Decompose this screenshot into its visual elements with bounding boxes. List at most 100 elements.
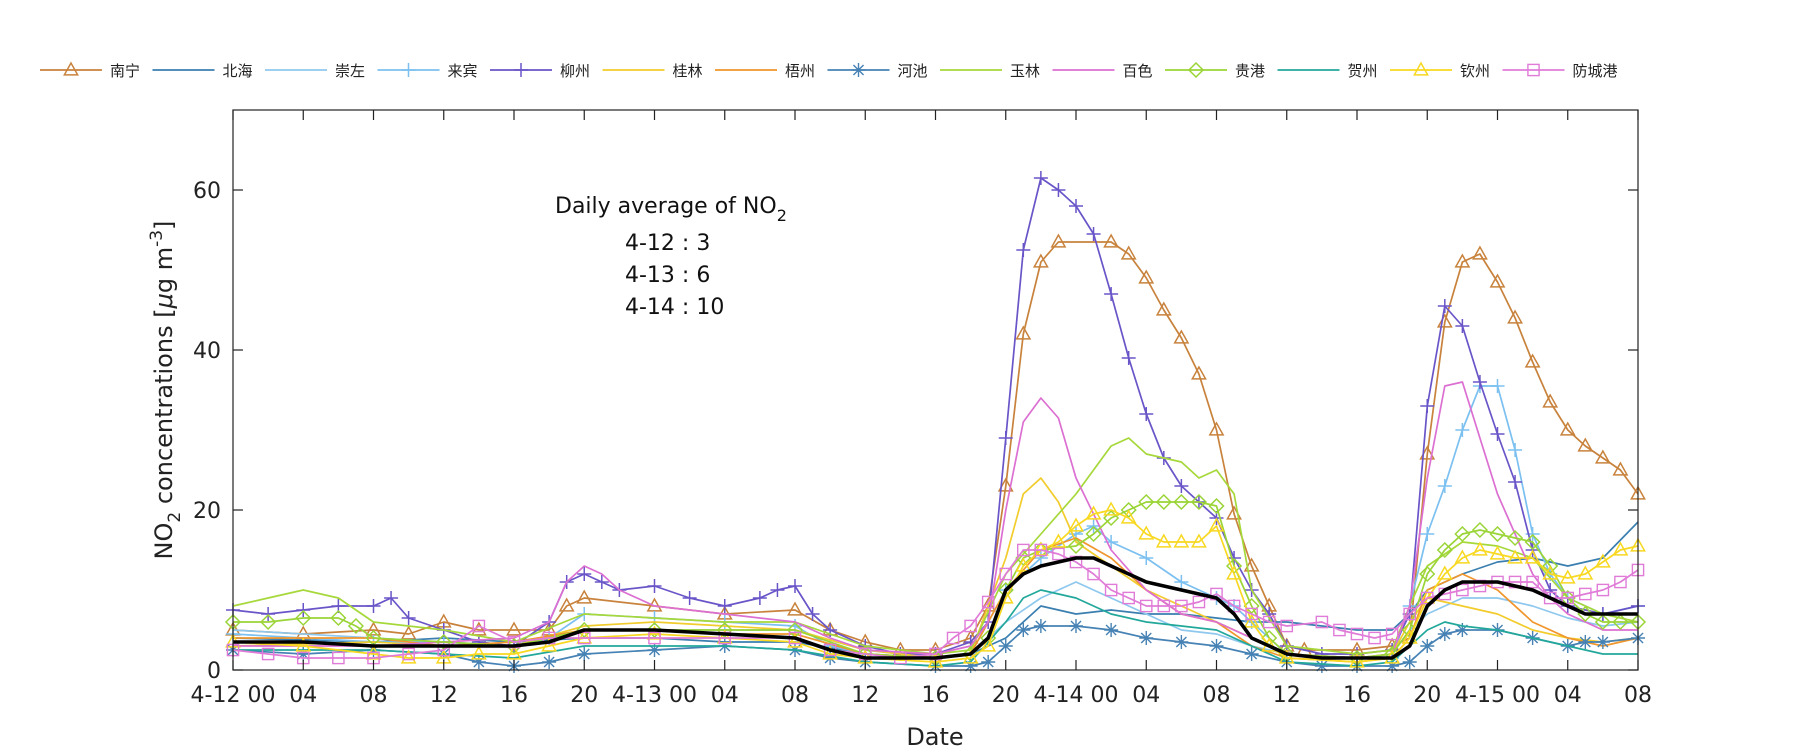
data-point [647,643,662,657]
x-tick-label: 12 [1273,683,1301,708]
legend-marker [851,63,866,77]
data-point [1208,517,1225,532]
data-point [1017,543,1030,557]
data-point [1454,549,1471,564]
data-point [1577,437,1594,452]
x-axis-title: Date [906,723,963,750]
data-point [1015,557,1032,572]
data-point [1524,549,1541,564]
data-point [542,655,557,669]
data-point [805,607,820,621]
data-point [1403,607,1416,621]
data-point [1472,245,1488,260]
data-point [1420,639,1435,653]
series-average [233,556,1638,660]
data-point [1402,655,1417,669]
legend-marker [1187,61,1205,79]
data-point [1577,565,1594,580]
data-point [1138,269,1155,284]
data-point [1122,591,1135,605]
data-point [1472,375,1487,389]
data-point [1612,461,1629,476]
x-tick-label: 20 [1413,683,1441,708]
x-tick-label: 12 [430,683,458,708]
x-tick-label: 4-13 00 [612,683,697,708]
data-point [1067,537,1085,555]
data-point [1350,627,1364,641]
data-point [1015,325,1032,340]
data-point [1455,623,1470,637]
data-point [1103,501,1120,516]
data-point [1420,591,1434,605]
y-tick-label: 40 [193,339,221,364]
legend-entry: 桂林 [602,62,703,80]
data-point [1174,635,1189,649]
data-point [1121,351,1136,365]
data-point [1436,541,1453,559]
legend-entry: 南宁 [40,61,140,80]
x-tick-label: 04 [711,683,739,708]
legend-entry: 北海 [152,62,253,80]
data-point [1085,505,1102,520]
data-point [1579,587,1592,601]
data-point [1050,533,1067,548]
data-point [1561,591,1575,605]
data-point [1139,407,1154,421]
data-point [1138,493,1155,511]
data-point [1614,575,1627,589]
data-point [1437,479,1452,493]
data-point [1069,199,1083,213]
data-point [682,591,697,605]
annotation-title: Daily average of NO2 [555,194,787,225]
data-point [1280,619,1294,633]
data-point [1209,639,1224,653]
legend-entry: 崇左 [265,62,365,80]
data-point [594,575,609,589]
legend-marker [1413,61,1429,76]
data-point [295,609,312,627]
data-point [1155,533,1172,548]
data-point [402,647,415,661]
series-百色 [233,381,1638,659]
data-point [332,651,345,665]
legend-label: 南宁 [110,62,140,80]
legend-entry: 玉林 [940,62,1040,80]
data-point [1139,551,1154,565]
legend-label: 贺州 [1348,62,1378,80]
data-point [435,633,452,651]
plot-area [233,110,1638,670]
data-point [823,651,838,665]
data-point [1208,421,1225,436]
legend-entry: 防城港 [1502,62,1618,80]
data-point [997,477,1014,492]
data-point [787,601,803,616]
legend-label: 玉林 [1010,62,1040,80]
data-point [506,645,522,660]
data-point [541,637,558,652]
data-point [1472,541,1488,556]
data-point [1524,533,1541,551]
data-point [1243,557,1260,572]
y-axis: 0 20 40 60 [193,179,1638,684]
data-point [1243,613,1260,628]
data-point [1489,273,1506,288]
data-point [1507,309,1523,324]
data-point [1104,583,1118,597]
data-point [365,621,382,636]
data-point [1173,493,1190,511]
data-point [1333,623,1346,637]
legend-marker [1527,63,1540,77]
x-tick-label: 04 [1132,683,1160,708]
data-point [1155,493,1172,511]
data-point [1385,659,1400,673]
data-point [1594,613,1611,631]
data-point [1175,599,1188,613]
legend-label: 柳州 [560,62,590,80]
data-point [400,649,417,664]
data-point [752,591,767,605]
data-point [1419,565,1436,583]
data-point [1524,353,1541,368]
data-point [788,579,802,593]
x-tick-label: 4-15 00 [1455,683,1540,708]
data-point [1226,565,1242,580]
